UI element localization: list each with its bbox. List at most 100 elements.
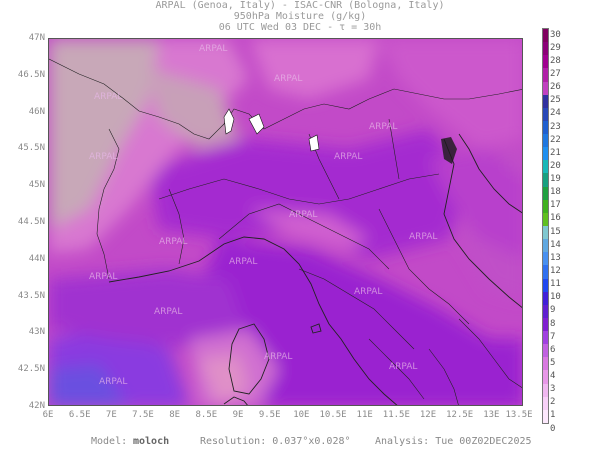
color-scale-label: 25 [550, 95, 561, 106]
watermark: ARPAL [159, 237, 187, 247]
color-scale-label: 12 [550, 265, 561, 276]
color-scale-segment [543, 173, 548, 188]
color-scale-label: 7 [550, 331, 556, 342]
x-axis-label: 9.5E [258, 410, 281, 420]
color-scale-bar [542, 28, 549, 424]
y-axis-label: 42N [28, 401, 45, 411]
analysis-text: Analysis: Tue 00Z02DEC2025 [375, 436, 532, 447]
color-scale-label: 9 [550, 305, 556, 316]
y-axis-label: 47N [28, 33, 45, 43]
color-scale-segment [543, 344, 548, 358]
watermark: ARPAL [199, 44, 227, 54]
color-scale-segment [543, 304, 548, 319]
color-scale-label: 19 [550, 174, 561, 185]
color-scale-segment [543, 396, 548, 411]
watermark: ARPAL [354, 287, 382, 297]
color-scale-segment [543, 252, 548, 266]
color-scale-label: 18 [550, 187, 561, 198]
color-scale-segment [543, 68, 548, 83]
watermark: ARPAL [409, 232, 437, 242]
y-axis-label: 43N [28, 327, 45, 338]
watermark: ARPAL [99, 377, 127, 387]
color-scale-segment [543, 94, 548, 109]
watermark: ARPAL [264, 352, 292, 362]
x-axis-label: 12.5E [446, 410, 474, 420]
color-scale-segment [543, 147, 548, 161]
y-axis-label: 44N [28, 253, 45, 264]
color-scale-label: 26 [550, 82, 561, 93]
x-axis-label: 10E [293, 410, 310, 420]
y-axis-label: 44.5N [17, 217, 45, 227]
color-scale-segment [543, 291, 548, 306]
color-scale-segment [543, 226, 548, 240]
color-scale-label: 22 [550, 134, 561, 145]
color-scale-label: 6 [550, 344, 556, 355]
model-value: moloch [133, 436, 170, 447]
color-scale-label: 28 [550, 55, 561, 66]
color-scale-label: 15 [550, 226, 561, 237]
y-axis-label: 43.5N [17, 290, 45, 301]
color-scale-segment [543, 107, 548, 122]
color-scale-segment [543, 278, 548, 293]
color-scale-label: 3 [550, 384, 556, 395]
color-scale-segment [543, 42, 548, 56]
color-scale-segment [543, 199, 548, 214]
watermark: ARPAL [229, 257, 257, 267]
color-scale-segment [543, 317, 548, 332]
y-axis-label: 45N [28, 180, 45, 191]
y-axis-label: 42.5N [17, 364, 45, 375]
color-scale-segment [543, 212, 548, 227]
color-scale-segment [543, 120, 548, 135]
color-scale-segment [543, 134, 548, 148]
x-axis-label: 8.5E [195, 410, 218, 420]
watermark: ARPAL [89, 152, 117, 162]
watermark: ARPAL [94, 92, 122, 102]
x-axis-label: 7.5E [132, 410, 154, 420]
color-scale-segment [543, 383, 548, 398]
x-axis-label: 6.5E [68, 410, 91, 420]
color-scale-label: 29 [550, 42, 561, 53]
resolution-text: Resolution: 0.037°x0.028° [200, 436, 351, 447]
color-scale-label: 8 [550, 318, 556, 329]
x-axis-label: 10.5E [319, 410, 347, 420]
moisture-map: ARPAL ARPAL ARPAL ARPAL ARPAL ARPAL ARPA… [48, 38, 523, 406]
color-scale-segment [543, 186, 548, 201]
color-scale-label: 13 [550, 252, 561, 263]
x-axis-label: 11.5E [382, 410, 410, 420]
color-scale-label: 27 [550, 68, 561, 79]
watermark: ARPAL [289, 210, 317, 220]
y-axis-label: 46.5N [17, 69, 45, 80]
color-scale-segment [543, 409, 548, 424]
color-scale-label: 20 [550, 160, 561, 171]
color-scale-label: 23 [550, 121, 561, 132]
color-scale-label: 10 [550, 292, 561, 303]
watermark: ARPAL [154, 307, 182, 317]
header-variable: 950hPa Moisture (g/kg) [233, 11, 367, 22]
header-time: 06 UTC Wed 03 DEC - τ = 30h [218, 22, 382, 33]
color-scale-label: 0 [550, 423, 556, 434]
x-axis-label: 13E [483, 410, 500, 420]
x-axis-label: 7E [105, 410, 117, 420]
x-axis-label: 11E [356, 410, 373, 420]
color-scale-segment [543, 81, 548, 96]
color-scale-segment [543, 55, 548, 69]
color-scale-label: 14 [550, 239, 561, 250]
color-scale-label: 11 [550, 279, 561, 290]
color-scale-segment [543, 239, 548, 253]
watermark: ARPAL [389, 362, 417, 372]
watermark: ARPAL [89, 272, 117, 282]
y-axis-label: 46N [28, 106, 45, 117]
color-scale-label: 1 [550, 410, 556, 421]
color-scale-segment [543, 265, 548, 280]
watermark: ARPAL [334, 152, 362, 162]
y-axis-label: 45.5N [17, 143, 45, 154]
x-axis-label: 12E [419, 410, 437, 420]
color-scale-segment [543, 160, 548, 174]
color-scale-label: 17 [550, 200, 561, 211]
watermark: ARPAL [274, 74, 302, 84]
footer: Model: moloch Resolution: 0.037°x0.028° … [0, 436, 600, 450]
color-scale-label: 30 [550, 29, 561, 40]
color-scale-segment [543, 357, 548, 371]
color-scale-label: 4 [550, 371, 556, 382]
x-axis-label: 6E [42, 410, 54, 420]
